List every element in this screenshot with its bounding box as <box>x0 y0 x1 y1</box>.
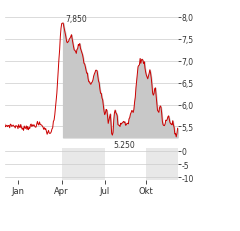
Text: 5,250: 5,250 <box>113 140 135 149</box>
Text: 7,850: 7,850 <box>65 15 87 24</box>
Bar <box>146 149 178 180</box>
Bar <box>62 149 105 180</box>
